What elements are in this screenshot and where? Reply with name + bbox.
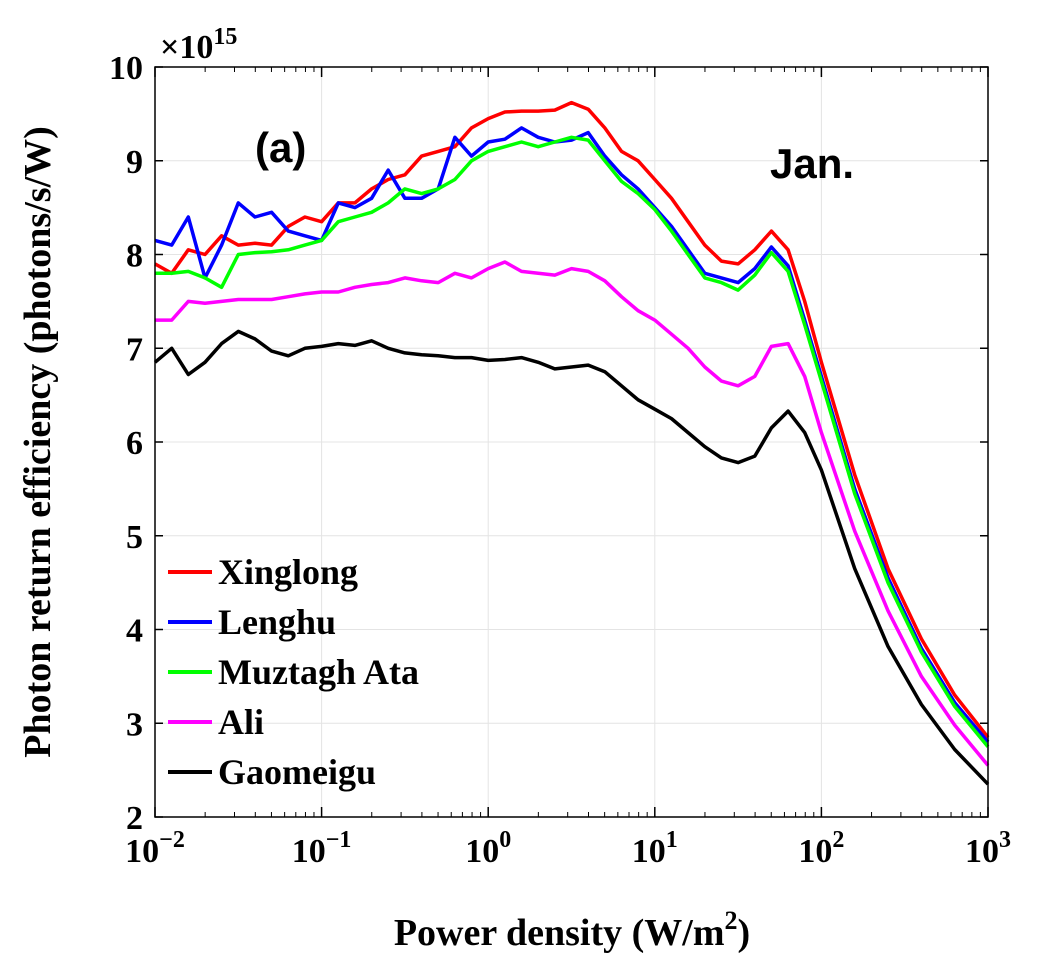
legend-label: Gaomeigu — [218, 752, 376, 792]
series-lines — [153, 100, 990, 786]
y-tick-label: 2 — [126, 800, 143, 837]
grid-lines — [154, 66, 989, 818]
series-line-xinglong — [154, 100, 990, 739]
y-tick-label: 4 — [126, 613, 143, 650]
y-tick-label: 6 — [126, 425, 143, 462]
y-tick-label: 3 — [126, 706, 143, 743]
legend: Xinglong Lenghu Muztagh Ata Ali Gaomeigu — [168, 552, 419, 792]
y-axis-title: Photon return efficiency (photons/s/W) — [17, 126, 59, 758]
legend-label: Lenghu — [218, 602, 336, 642]
panel-label: (a) — [255, 124, 306, 171]
legend-label: Muztagh Ata — [218, 652, 419, 692]
series-line-gaomeigu — [153, 329, 990, 786]
series-line-lenghu — [154, 126, 990, 744]
axis-ticks: 2 3 4 5 6 7 8 9 10 10−2 10−1 100 101 102 103 — [109, 50, 1011, 870]
x-tick-label: 102 — [798, 827, 844, 870]
legend-label: Ali — [218, 702, 264, 742]
x-tick-label: 101 — [632, 827, 678, 870]
x-tick-label: 10−1 — [292, 827, 352, 870]
y-multiplier-label: ×1015 — [160, 24, 237, 66]
series-line-muztagh-ata — [155, 135, 990, 748]
y-tick-label: 7 — [126, 331, 143, 368]
legend-label: Xinglong — [218, 552, 358, 592]
series-line-ali — [155, 260, 990, 767]
x-axis-title: Power density (W/m2) — [394, 906, 750, 954]
x-tick-label: 10−2 — [125, 827, 185, 870]
y-tick-label: 8 — [126, 238, 143, 275]
x-tick-label: 103 — [965, 827, 1011, 870]
month-label: Jan. — [770, 140, 854, 187]
x-tick-label: 100 — [465, 827, 511, 870]
y-tick-label: 9 — [126, 144, 143, 181]
y-tick-label: 10 — [109, 50, 143, 87]
y-tick-label: 5 — [126, 519, 143, 556]
